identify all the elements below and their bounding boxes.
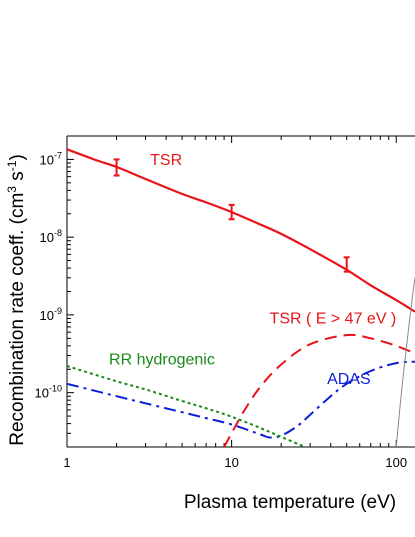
y-tick-label: 10-10: [35, 384, 62, 401]
series-line-4: [395, 277, 415, 447]
series-annotation: TSR: [150, 152, 182, 169]
series-line-3: [67, 365, 306, 447]
series-annotation: ADAS: [327, 371, 371, 388]
annotations: TSR TSR ( E > 47 eV ) RR hydrogenic ADAS: [109, 152, 396, 388]
y-tick-label: 10-9: [40, 306, 62, 323]
series-layer: [67, 148, 415, 447]
x-axis-ticks: 1 10 100: [63, 136, 407, 470]
x-axis-label: Plasma temperature (eV): [184, 492, 396, 513]
x-tick-label: 1: [63, 455, 70, 470]
y-axis-label: Recombination rate coeff. (cm3 s-1): [5, 154, 28, 446]
x-tick-label: 10: [224, 455, 238, 470]
plot-frame: [66, 135, 415, 448]
series-line-1: [223, 333, 415, 447]
x-tick-label: 100: [385, 455, 407, 470]
y-tick-label: 10-8: [40, 228, 62, 245]
y-axis-ticks: 10-7 10-8 10-9 10-10: [35, 135, 74, 448]
y-tick-label: 10-7: [40, 150, 62, 167]
series-line-0: [67, 148, 415, 313]
series-annotation: RR hydrogenic: [109, 352, 215, 369]
series-line-2: [67, 360, 415, 439]
series-annotation: TSR ( E > 47 eV ): [270, 310, 397, 327]
